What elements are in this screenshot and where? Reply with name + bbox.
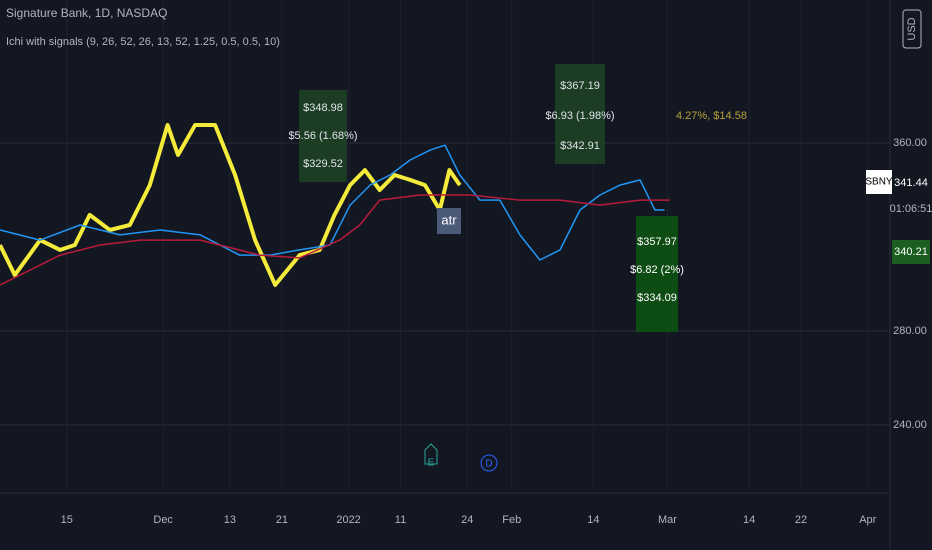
level-tag xyxy=(892,240,930,264)
currency-badge[interactable] xyxy=(902,9,922,49)
signal-text: $342.91 xyxy=(560,140,600,152)
signal-text: $5.56 (1.68%) xyxy=(288,130,357,142)
x-tick-label: 14 xyxy=(587,514,599,526)
last-price: 341.44 xyxy=(894,177,928,189)
indicator-line xyxy=(0,123,462,287)
signal-box xyxy=(299,90,347,182)
signal-text: $367.19 xyxy=(560,80,600,92)
plot-area xyxy=(0,0,890,490)
y-tick-label: 280.00 xyxy=(893,325,927,337)
x-tick-label: 24 xyxy=(461,514,473,526)
x-tick-label: 22 xyxy=(795,514,807,526)
symbol-title: Signature Bank, 1D, NASDAQ xyxy=(6,6,167,20)
atr-label: atr xyxy=(441,212,457,227)
indicator-label: Ichi with signals (9, 26, 52, 26, 13, 52… xyxy=(6,36,280,48)
countdown: 01:06:51 xyxy=(890,203,932,215)
y-tick-label: 240.00 xyxy=(893,419,927,431)
currency-label: USD xyxy=(906,17,918,40)
dividend-icon[interactable] xyxy=(480,454,498,472)
earnings-label: E xyxy=(428,458,435,469)
x-tick-label: Feb xyxy=(502,514,521,526)
indicator-line xyxy=(0,144,665,261)
x-tick-label: Mar xyxy=(658,514,677,526)
x-tick-label: 14 xyxy=(743,514,755,526)
x-tick-label: 21 xyxy=(276,514,288,526)
last-price-tag xyxy=(892,170,930,222)
signal-box xyxy=(555,64,605,164)
signal-box xyxy=(636,216,678,332)
earnings-icon[interactable] xyxy=(424,443,438,465)
x-tick-label: Dec xyxy=(153,514,173,526)
dividend-label: D xyxy=(485,459,492,470)
signal-text: $357.97 xyxy=(637,236,677,248)
level-price: 340.21 xyxy=(894,246,928,258)
indicator-line xyxy=(0,194,670,286)
y-tick-label: 360.00 xyxy=(893,137,927,149)
x-tick-label: 13 xyxy=(224,514,236,526)
signal-text: $329.52 xyxy=(303,158,343,170)
percent-label: 4.27%, $14.58 xyxy=(676,110,747,122)
x-tick-label: 11 xyxy=(395,514,406,526)
atr-badge xyxy=(437,208,461,234)
signal-text: $334.09 xyxy=(637,292,677,304)
x-tick-label: 15 xyxy=(61,514,73,526)
signal-text: $6.93 (1.98%) xyxy=(545,110,614,122)
signal-text: $348.98 xyxy=(303,102,343,114)
symbol-tag xyxy=(866,170,893,194)
x-tick-label: Apr xyxy=(859,514,876,526)
symbol-tag-label: SBNY xyxy=(865,177,893,188)
signal-text: $6.82 (2%) xyxy=(630,264,684,276)
x-tick-label: 2022 xyxy=(336,514,360,526)
